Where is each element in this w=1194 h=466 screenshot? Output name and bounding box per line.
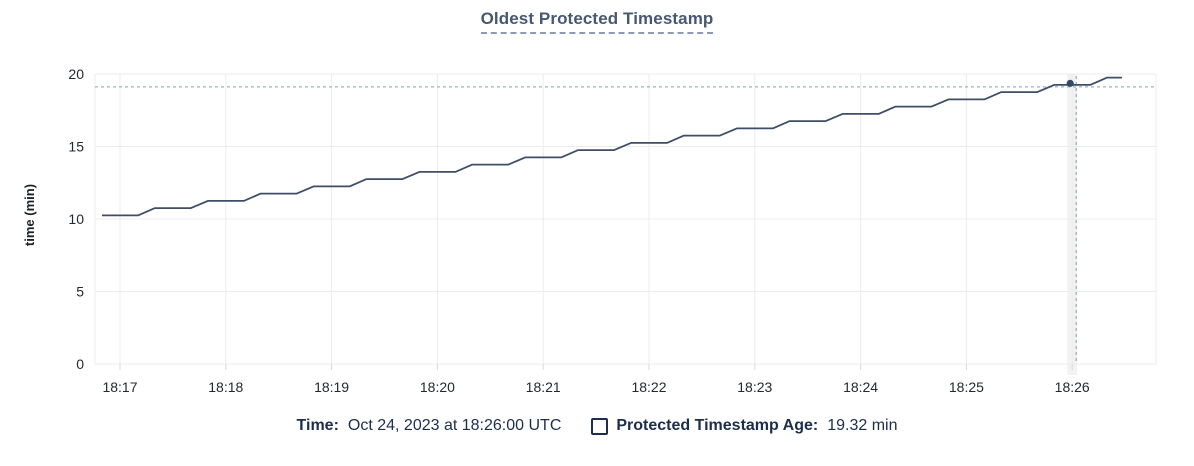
- x-tick-label: 18:26: [1055, 379, 1090, 395]
- time-label: Time:: [296, 417, 339, 434]
- highlighted-data-point[interactable]: [1066, 79, 1074, 87]
- series-legend-toggle[interactable]: Protected Timestamp Age: 19.32 min: [591, 417, 897, 435]
- y-tick-label: 15: [68, 139, 84, 155]
- time-value: Oct 24, 2023 at 18:26:00 UTC: [347, 417, 562, 434]
- y-tick-label: 10: [68, 211, 84, 227]
- y-tick-label: 5: [76, 284, 84, 300]
- plot-area-wrapper: 0 5 10 15 20 18:17 18:18 18:19 18:20 18:21 18:22 18…: [0, 14, 1194, 414]
- line-chart[interactable]: 0 5 10 15 20 18:17 18:18 18:19 18:20 18:21 18:22 18…: [0, 14, 1194, 414]
- x-tick-label: 18:23: [737, 379, 772, 395]
- checkbox-unchecked-icon[interactable]: [591, 417, 609, 435]
- hover-time-readout: Time: Oct 24, 2023 at 18:26:00 UTC: [297, 417, 562, 435]
- x-tick-label: 18:17: [102, 379, 137, 395]
- x-tick-label: 18:19: [314, 379, 349, 395]
- series-label: Protected Timestamp Age:: [616, 417, 819, 434]
- y-axis-title: time (min): [22, 183, 37, 247]
- x-tick-label: 18:18: [208, 379, 243, 395]
- protected-timestamp-age-line: [102, 76, 1122, 217]
- chart-title-row: Oldest Protected Timestamp: [0, 9, 1194, 34]
- y-tick-label: 0: [76, 356, 84, 372]
- series-value: 19.32 min: [827, 417, 898, 434]
- chart-title[interactable]: Oldest Protected Timestamp: [480, 9, 714, 34]
- x-tick-label: 18:25: [949, 379, 984, 395]
- x-tick-label: 18:20: [420, 379, 455, 395]
- chart-legend: Time: Oct 24, 2023 at 18:26:00 UTC Prote…: [0, 417, 1194, 435]
- x-tick-label: 18:22: [631, 379, 666, 395]
- y-tick-label: 20: [68, 66, 84, 82]
- x-tick-label: 18:24: [843, 379, 878, 395]
- x-tick-label: 18:21: [526, 379, 561, 395]
